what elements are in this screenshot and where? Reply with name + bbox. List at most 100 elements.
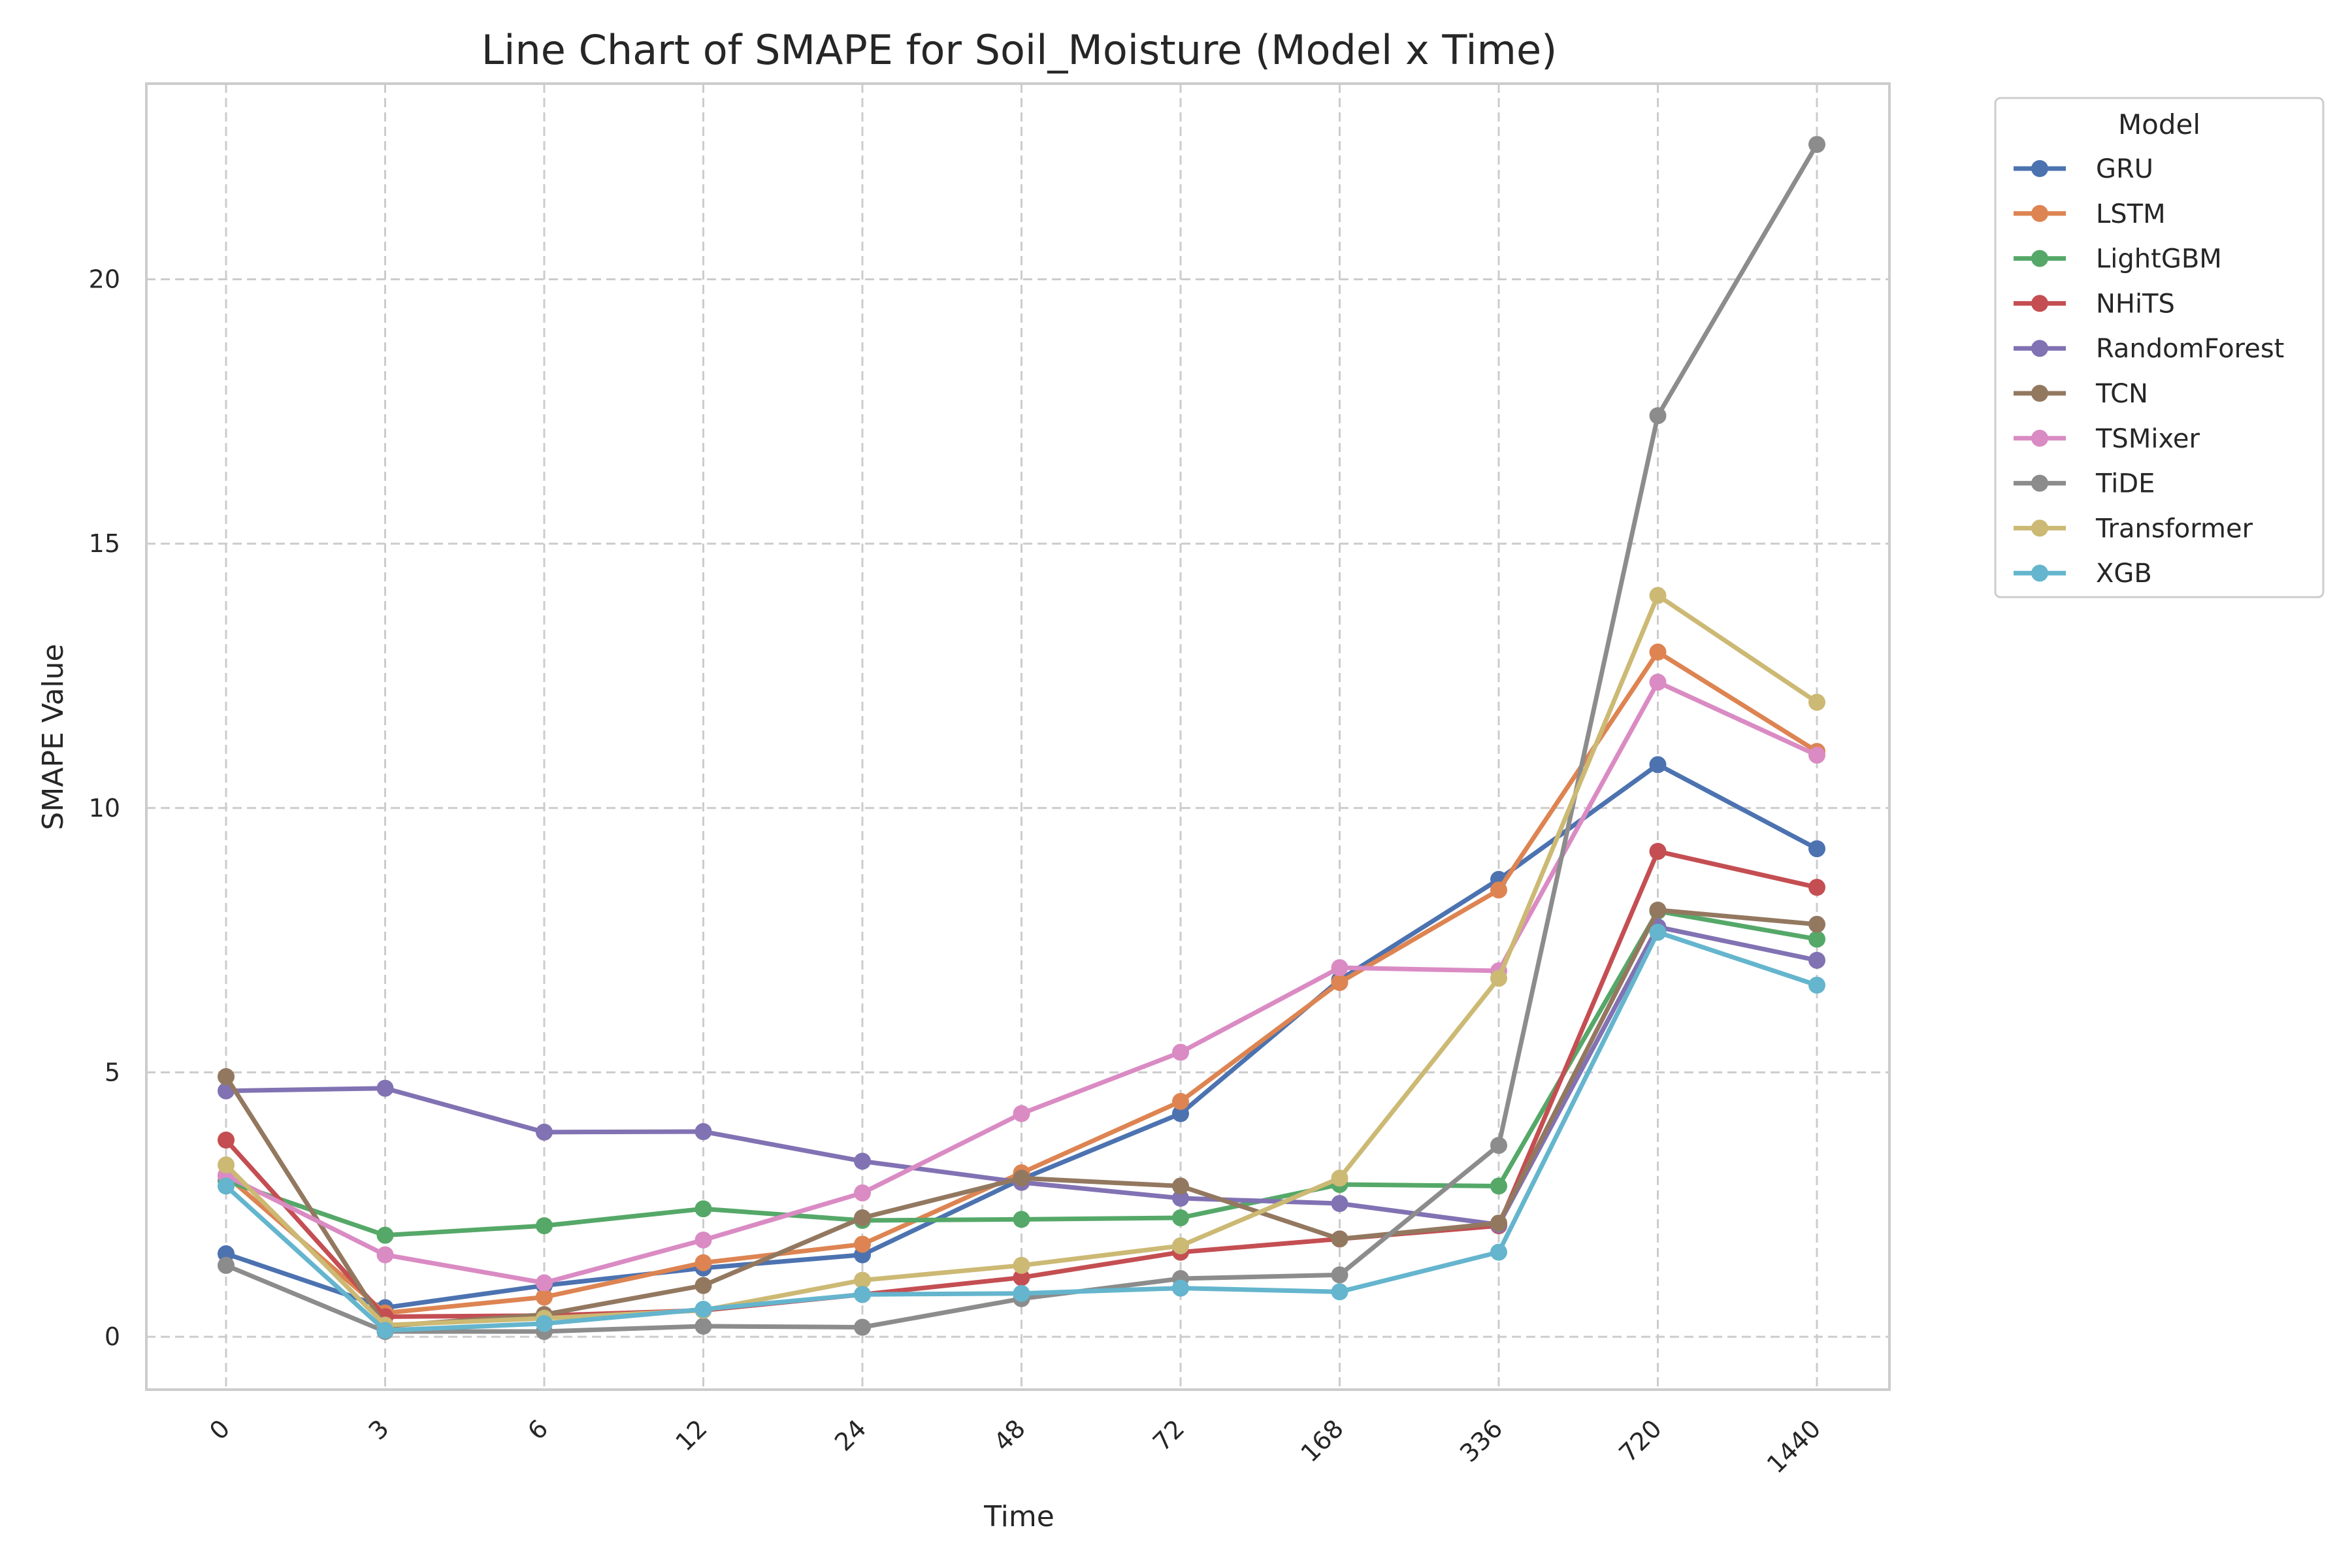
y-tick-label: 0 (105, 1322, 120, 1351)
legend-swatch-marker (2031, 564, 2048, 582)
data-point-lightgbm (376, 1226, 394, 1244)
series-lines (218, 136, 1825, 1340)
data-point-xgb (694, 1300, 712, 1318)
data-point-xgb (1172, 1279, 1189, 1297)
legend-item-xgb: XGB (2014, 559, 2152, 589)
legend-swatch-marker (2031, 250, 2048, 267)
data-point-gru (218, 1245, 235, 1263)
data-point-tsmixer (1172, 1043, 1189, 1061)
legend-item-tide: TiDE (2014, 469, 2155, 499)
data-point-tcn (1490, 1215, 1507, 1232)
legend-swatch-marker (2031, 519, 2048, 537)
data-point-tide (1331, 1266, 1348, 1284)
data-point-tcn (694, 1277, 712, 1294)
data-point-xgb (1331, 1283, 1348, 1301)
legend-label: NHiTS (2096, 289, 2175, 319)
data-point-tsmixer (1808, 746, 1825, 764)
data-point-xgb (376, 1322, 394, 1339)
series-transformer (218, 587, 1825, 1334)
data-point-transformer (1013, 1256, 1030, 1274)
data-point-tsmixer (1649, 674, 1667, 691)
data-point-xgb (1013, 1284, 1030, 1302)
data-point-tsmixer (536, 1274, 553, 1292)
data-point-tcn (1808, 915, 1825, 933)
data-point-xgb (1808, 976, 1825, 994)
legend-label: TSMixer (2095, 424, 2200, 454)
data-point-transformer (1808, 693, 1825, 711)
data-point-transformer (1649, 587, 1667, 604)
legend: Model GRU LSTM LightGBM NHiTS RandomForest TC… (1994, 97, 2325, 598)
legend-label: RandomForest (2096, 334, 2284, 364)
data-point-randomforest (1172, 1190, 1189, 1207)
x-axis-label: Time (983, 1500, 1054, 1533)
data-point-tcn (854, 1209, 871, 1226)
legend-item-lstm: LSTM (2014, 199, 2166, 229)
data-point-randomforest (376, 1079, 394, 1097)
data-point-transformer (1331, 1169, 1348, 1187)
y-axis-label: SMAPE Value (37, 644, 70, 830)
y-tick-label: 5 (105, 1058, 120, 1086)
data-point-tcn (1013, 1169, 1030, 1187)
legend-title: Model (2118, 108, 2200, 140)
data-point-lightgbm (1013, 1211, 1030, 1228)
data-point-transformer (1172, 1237, 1189, 1254)
legend-item-randomforest: RandomForest (2014, 334, 2284, 364)
legend-box (1994, 97, 2325, 598)
data-point-transformer (854, 1271, 871, 1289)
legend-item-gru: GRU (2014, 154, 2153, 184)
data-point-xgb (536, 1315, 553, 1332)
legend-label: LSTM (2096, 199, 2166, 229)
y-tick-label: 15 (89, 529, 120, 558)
legend-swatch-marker (2031, 204, 2048, 222)
legend-item-nhits: NHiTS (2014, 289, 2175, 319)
data-point-randomforest (694, 1123, 712, 1141)
data-point-tide (1649, 407, 1667, 425)
data-point-randomforest (1808, 951, 1825, 969)
legend-swatch-marker (2031, 340, 2048, 357)
data-point-lightgbm (1172, 1209, 1189, 1226)
data-point-xgb (854, 1286, 871, 1303)
legend-items: GRU LSTM LightGBM NHiTS RandomForest TCN TSMix… (2014, 154, 2284, 589)
series-xgb (218, 923, 1825, 1339)
data-point-lstm (1172, 1092, 1189, 1110)
y-tick-label: 20 (89, 265, 120, 293)
data-point-tsmixer (854, 1184, 871, 1201)
data-point-nhits (1808, 879, 1825, 896)
y-tick-label: 10 (89, 794, 120, 823)
legend-swatch-marker (2031, 295, 2048, 312)
legend-item-tcn: TCN (2014, 379, 2148, 409)
legend-swatch-marker (2031, 160, 2048, 177)
legend-item-tsmixer: TSMixer (2014, 424, 2200, 454)
data-point-lstm (1649, 644, 1667, 661)
data-point-xgb (218, 1177, 235, 1195)
legend-label: XGB (2096, 559, 2152, 589)
legend-swatch-marker (2031, 429, 2048, 447)
legend-label: LightGBM (2096, 244, 2222, 274)
legend-label: GRU (2096, 154, 2153, 184)
data-point-randomforest (854, 1152, 871, 1170)
data-point-transformer (218, 1156, 235, 1174)
data-point-tsmixer (1331, 959, 1348, 977)
data-point-gru (1808, 840, 1825, 858)
data-point-tcn (1649, 901, 1667, 919)
legend-swatch-marker (2031, 385, 2048, 402)
chart-title: Line Chart of SMAPE for Soil_Moisture (M… (482, 26, 1558, 74)
data-point-tide (218, 1256, 235, 1274)
y-tick-labels: 0 5 10 15 20 (89, 265, 120, 1351)
data-point-lstm (1331, 973, 1348, 991)
data-point-tide (1808, 136, 1825, 154)
legend-label: Transformer (2095, 514, 2253, 544)
data-point-tsmixer (694, 1231, 712, 1249)
data-point-lightgbm (1808, 930, 1825, 948)
data-point-tide (1490, 1137, 1507, 1154)
data-point-lightgbm (1490, 1177, 1507, 1195)
data-point-gru (1172, 1105, 1189, 1122)
data-point-gru (1649, 756, 1667, 774)
data-point-lightgbm (694, 1200, 712, 1218)
data-point-lstm (1490, 881, 1507, 899)
legend-item-transformer: Transformer (2014, 514, 2253, 544)
legend-label: TCN (2095, 379, 2148, 409)
data-point-nhits (1649, 843, 1667, 860)
data-point-tcn (1172, 1177, 1189, 1195)
